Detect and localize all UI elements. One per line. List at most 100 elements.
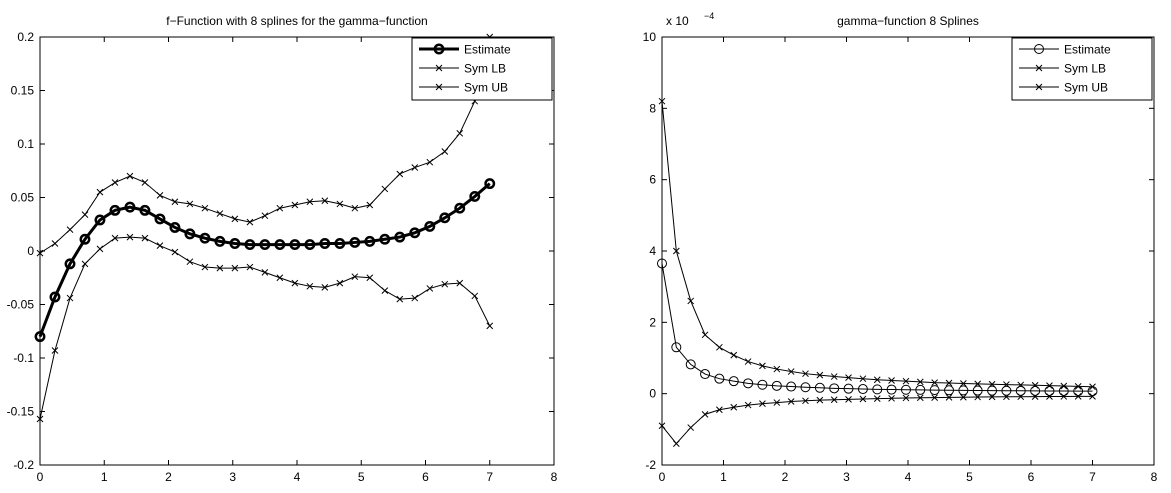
data-point-estimate xyxy=(214,235,226,247)
data-point-sym-ub xyxy=(336,200,344,208)
data-point-sym-lb xyxy=(336,279,344,287)
data-point-estimate xyxy=(800,382,811,393)
data-point-sym-ub xyxy=(830,373,838,380)
data-point-sym-ub xyxy=(730,351,738,359)
legend-marker-sym-lb xyxy=(1035,64,1043,72)
data-point-sym-ub xyxy=(1089,383,1096,391)
data-point-sym-lb xyxy=(730,403,738,411)
data-point-estimate xyxy=(334,238,346,249)
data-point-sym-ub xyxy=(1003,381,1010,388)
data-point-sym-ub xyxy=(231,215,239,223)
data-point-sym-lb xyxy=(261,269,269,276)
data-point-sym-ub xyxy=(902,377,910,385)
right-chart-panel: gamma−function 8 Splines x 10 −4 0 1 2 3 4 5 6 7 8 1… xyxy=(643,11,1158,484)
data-point-sym-lb xyxy=(306,282,314,290)
data-point-sym-ub xyxy=(81,211,89,218)
data-point-estimate xyxy=(394,231,406,243)
data-point-estimate xyxy=(169,222,181,233)
data-point-estimate xyxy=(49,291,61,303)
data-point-sym-ub xyxy=(366,201,374,209)
data-point-sym-ub xyxy=(988,380,996,388)
data-point-estimate xyxy=(439,212,451,224)
data-point-sym-ub xyxy=(261,212,269,220)
data-point-sym-lb xyxy=(456,279,464,287)
data-point-estimate xyxy=(229,238,241,249)
data-point-sym-lb xyxy=(171,248,179,256)
data-point-sym-ub xyxy=(306,198,314,206)
data-point-sym-lb xyxy=(396,295,404,303)
series-line-sym-lb xyxy=(39,236,491,420)
data-point-estimate xyxy=(958,385,969,396)
x-tick-label: 1 xyxy=(101,470,108,484)
data-point-sym-lb xyxy=(201,263,209,271)
series-line-sym-lb xyxy=(661,395,1093,445)
data-point-estimate xyxy=(199,232,211,244)
data-point-sym-lb xyxy=(916,394,924,402)
data-point-estimate xyxy=(1044,385,1055,396)
legend-label-estimate: Estimate xyxy=(1064,43,1111,57)
data-point-sym-lb xyxy=(859,395,867,403)
data-point-sym-ub xyxy=(186,200,194,208)
data-point-sym-ub xyxy=(1074,383,1082,390)
data-point-sym-lb xyxy=(141,234,149,242)
data-point-estimate xyxy=(843,383,854,394)
data-point-sym-lb xyxy=(816,396,824,404)
data-point-sym-ub xyxy=(787,368,795,375)
data-point-estimate xyxy=(915,384,926,395)
data-point-estimate xyxy=(1030,385,1041,396)
y-tick-label: -0.05 xyxy=(7,298,35,312)
data-point-sym-ub xyxy=(426,158,434,166)
data-point-sym-lb xyxy=(81,260,89,268)
data-point-estimate xyxy=(154,213,166,225)
data-point-sym-lb xyxy=(381,287,389,294)
data-point-sym-lb xyxy=(902,394,910,402)
data-point-estimate xyxy=(786,381,797,392)
data-point-sym-ub xyxy=(51,240,59,247)
data-point-sym-lb xyxy=(773,399,781,406)
data-point-sym-lb xyxy=(231,264,239,272)
data-point-sym-ub xyxy=(321,197,329,205)
data-point-sym-ub xyxy=(658,97,666,105)
data-point-sym-ub xyxy=(156,192,164,199)
data-point-sym-ub xyxy=(816,371,824,379)
data-point-sym-ub xyxy=(36,249,44,257)
y-tick-label: 6 xyxy=(649,173,656,187)
data-point-sym-lb xyxy=(802,397,809,405)
y-tick-label: -0.15 xyxy=(7,405,35,419)
data-point-sym-lb xyxy=(486,322,494,330)
data-point-sym-lb xyxy=(1003,393,1010,401)
data-point-sym-ub xyxy=(716,343,723,351)
y-tick-label: 4 xyxy=(649,244,656,258)
data-point-estimate xyxy=(857,384,868,395)
legend-label-sym-lb: Sym LB xyxy=(1064,62,1106,76)
data-point-estimate xyxy=(900,384,911,395)
y-tick-label: 10 xyxy=(643,30,657,44)
data-point-sym-lb xyxy=(156,242,164,250)
y-tick-label: 0.15 xyxy=(11,84,35,98)
series-line-sym-ub xyxy=(661,101,1093,388)
legend-label-sym-ub: Sym UB xyxy=(464,81,508,95)
data-point-sym-ub xyxy=(126,172,134,180)
data-point-sym-lb xyxy=(988,393,996,401)
data-point-estimate xyxy=(409,227,421,239)
data-point-estimate xyxy=(743,378,754,389)
data-point-sym-ub xyxy=(859,375,867,383)
y-tick-label: -0.2 xyxy=(13,458,34,472)
data-point-sym-lb xyxy=(366,274,374,282)
data-point-sym-lb xyxy=(1074,393,1082,400)
data-point-estimate xyxy=(814,382,825,393)
data-point-estimate xyxy=(484,178,496,190)
data-point-estimate xyxy=(379,233,391,245)
series-line-estimate xyxy=(661,263,1093,392)
data-point-sym-lb xyxy=(830,396,838,404)
data-point-sym-ub xyxy=(1017,381,1025,389)
data-point-sym-ub xyxy=(141,179,149,186)
data-point-sym-lb xyxy=(126,233,134,241)
data-point-estimate xyxy=(109,204,121,216)
data-point-sym-lb xyxy=(216,264,224,272)
data-point-estimate xyxy=(424,220,436,232)
data-point-estimate xyxy=(469,190,481,202)
data-point-sym-ub xyxy=(291,201,299,209)
data-point-estimate xyxy=(685,359,696,370)
data-point-estimate xyxy=(671,342,682,353)
